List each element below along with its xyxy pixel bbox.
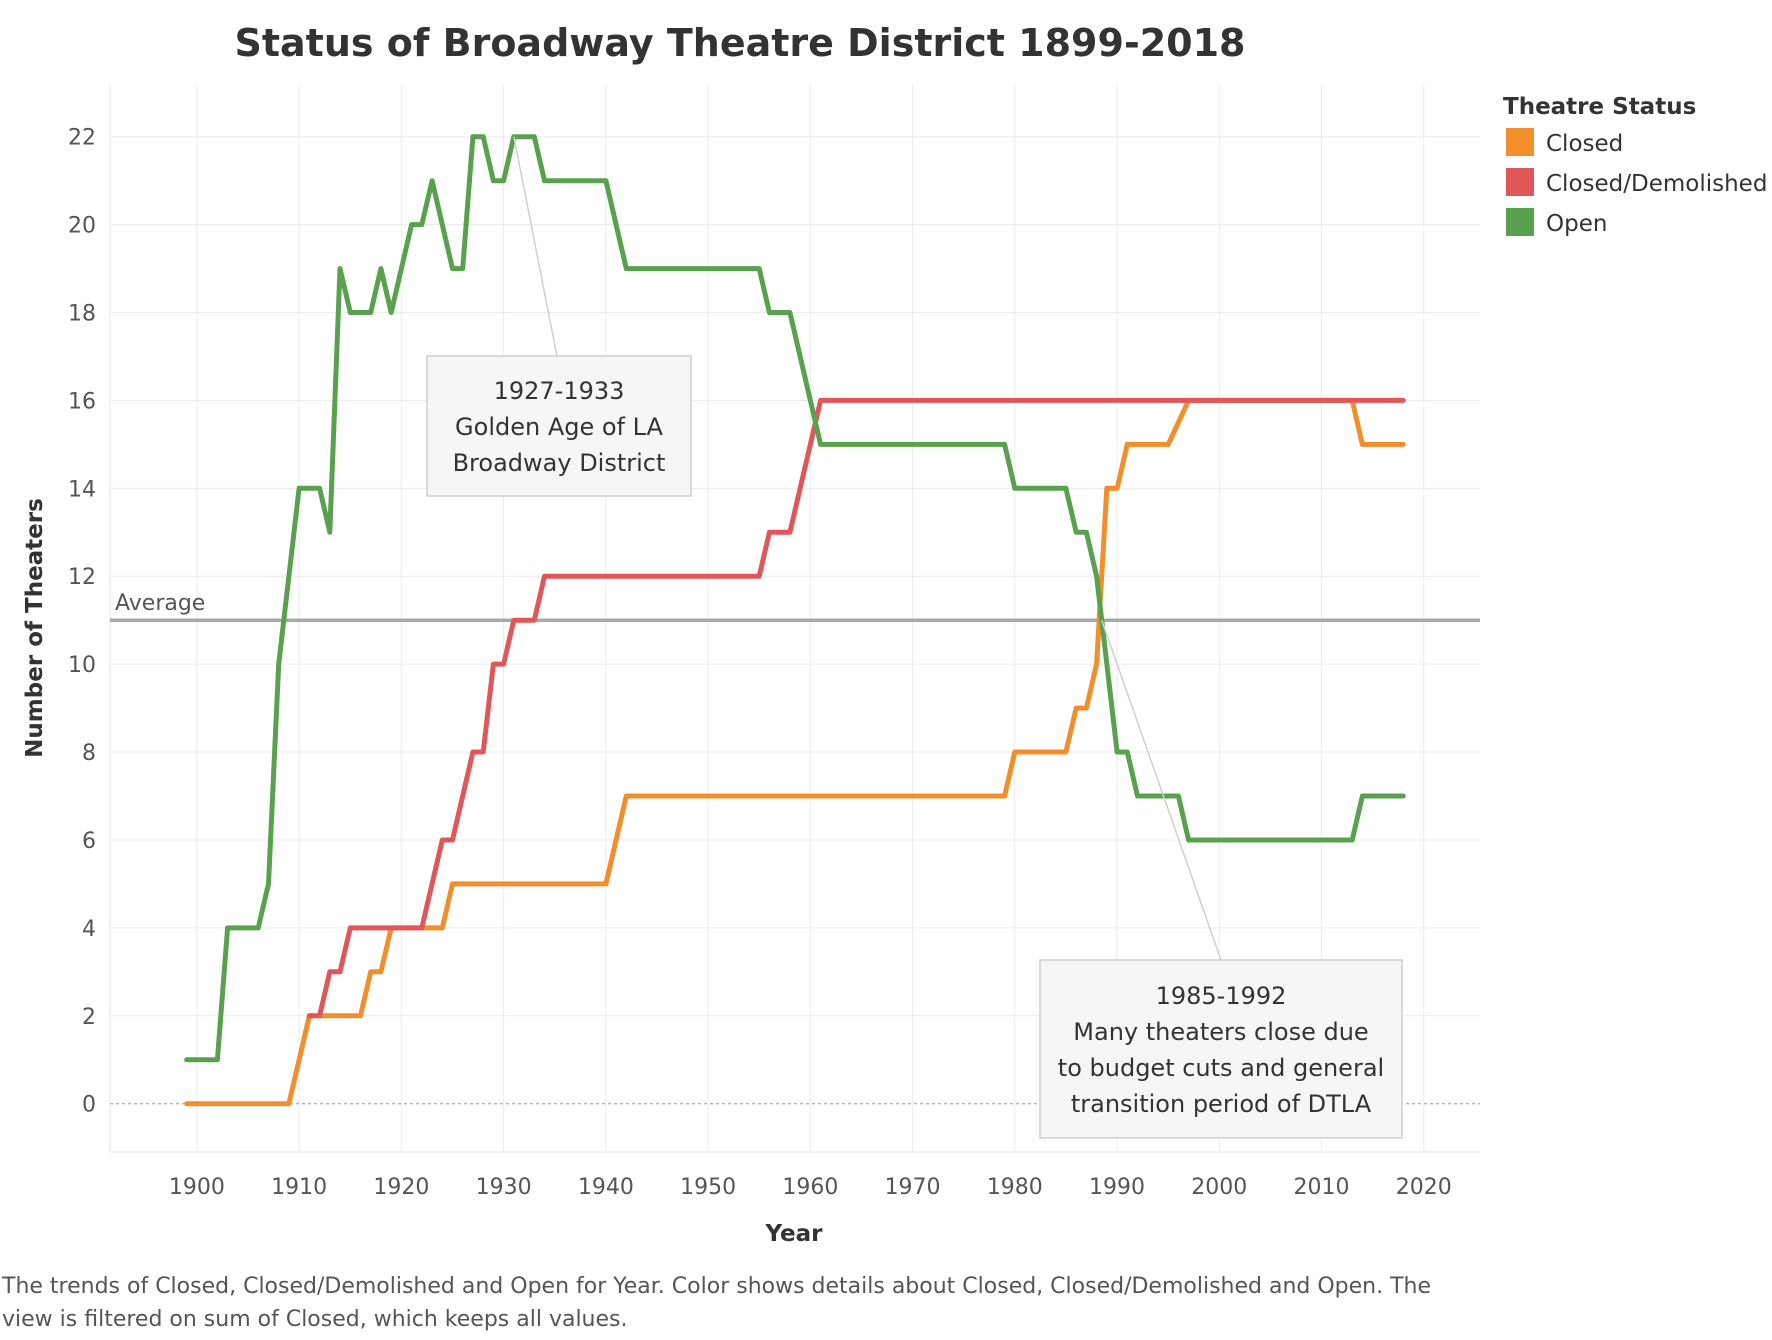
y-tick-label: 22 <box>68 126 96 151</box>
x-tick-label: 1980 <box>987 1175 1043 1200</box>
legend-label: Closed/Demolished <box>1546 171 1767 197</box>
y-tick-label: 14 <box>68 477 96 502</box>
x-tick-label: 2020 <box>1396 1175 1452 1200</box>
annotation-leader-line <box>513 136 558 357</box>
x-tick-label: 1930 <box>476 1175 532 1200</box>
x-tick-label: 1910 <box>271 1175 327 1200</box>
annotation-text-line: 1985-1992 <box>1156 982 1287 1010</box>
annotations: 1927-1933 Golden Age of LA Broadway Distri… <box>426 136 1403 1139</box>
annotation-text-line: Many theaters close due <box>1073 1018 1368 1046</box>
annotation-text-line: transition period of DTLA <box>1071 1090 1372 1118</box>
annotation-text-line: to budget cuts and general <box>1058 1054 1384 1082</box>
legend: Theatre Status Closed Closed/Demolished Op… <box>1503 94 1767 237</box>
annotation-leader-line <box>1101 619 1222 961</box>
x-axis-ticks: 1900 1910 1920 1930 1940 1950 1960 1970 1980 1990… <box>169 1175 1452 1200</box>
series-line-closed-demolished <box>306 397 1406 1019</box>
x-tick-label: 1970 <box>885 1175 941 1200</box>
x-tick-label: 1920 <box>373 1175 429 1200</box>
x-tick-label: 2010 <box>1294 1175 1350 1200</box>
x-tick-label: 1900 <box>169 1175 225 1200</box>
legend-swatch <box>1506 208 1534 236</box>
chart-caption: The trends of Closed, Closed/Demolished … <box>2 1274 1432 1332</box>
y-tick-label: 0 <box>82 1093 96 1118</box>
legend-label: Closed <box>1546 131 1623 157</box>
x-axis-title: Year <box>764 1221 823 1247</box>
annotation-box <box>1039 959 1403 1139</box>
legend-swatch <box>1506 128 1534 156</box>
annotation-text-line: Golden Age of LA <box>455 413 664 441</box>
legend-title: Theatre Status <box>1503 94 1696 120</box>
y-axis-ticks: 0 2 4 6 8 10 12 14 16 18 20 22 <box>68 126 96 1118</box>
chart-title: Status of Broadway Theatre District 1899… <box>235 21 1246 65</box>
y-tick-label: 6 <box>82 829 96 854</box>
y-tick-label: 18 <box>68 302 96 327</box>
x-tick-label: 2000 <box>1191 1175 1247 1200</box>
annotation-callout: 1985-1992 Many theaters close due to budge… <box>1039 619 1403 1139</box>
legend-label: Open <box>1546 211 1607 237</box>
y-axis-title: Number of Theaters <box>22 498 48 758</box>
y-tick-label: 4 <box>82 917 96 942</box>
y-tick-label: 20 <box>68 214 96 239</box>
x-tick-label: 1960 <box>782 1175 838 1200</box>
y-tick-label: 8 <box>82 741 96 766</box>
annotation-callout: 1927-1933 Golden Age of LA Broadway Distri… <box>426 136 692 497</box>
x-tick-label: 1950 <box>680 1175 736 1200</box>
series-lines <box>184 134 1406 1107</box>
x-tick-label: 1990 <box>1089 1175 1145 1200</box>
annotation-text-line: 1927-1933 <box>494 377 625 405</box>
series-line-closed <box>184 397 1406 1107</box>
annotation-text-line: Broadway District <box>453 449 666 477</box>
series-line-open <box>184 134 1406 1063</box>
average-label: Average <box>115 591 205 616</box>
y-tick-label: 2 <box>82 1005 96 1030</box>
y-tick-label: 10 <box>68 653 96 678</box>
x-tick-label: 1940 <box>578 1175 634 1200</box>
annotation-box <box>426 355 692 497</box>
y-tick-label: 16 <box>68 389 96 414</box>
legend-swatch <box>1506 168 1534 196</box>
y-tick-label: 12 <box>68 565 96 590</box>
average-reference-line: Average <box>110 591 1480 622</box>
